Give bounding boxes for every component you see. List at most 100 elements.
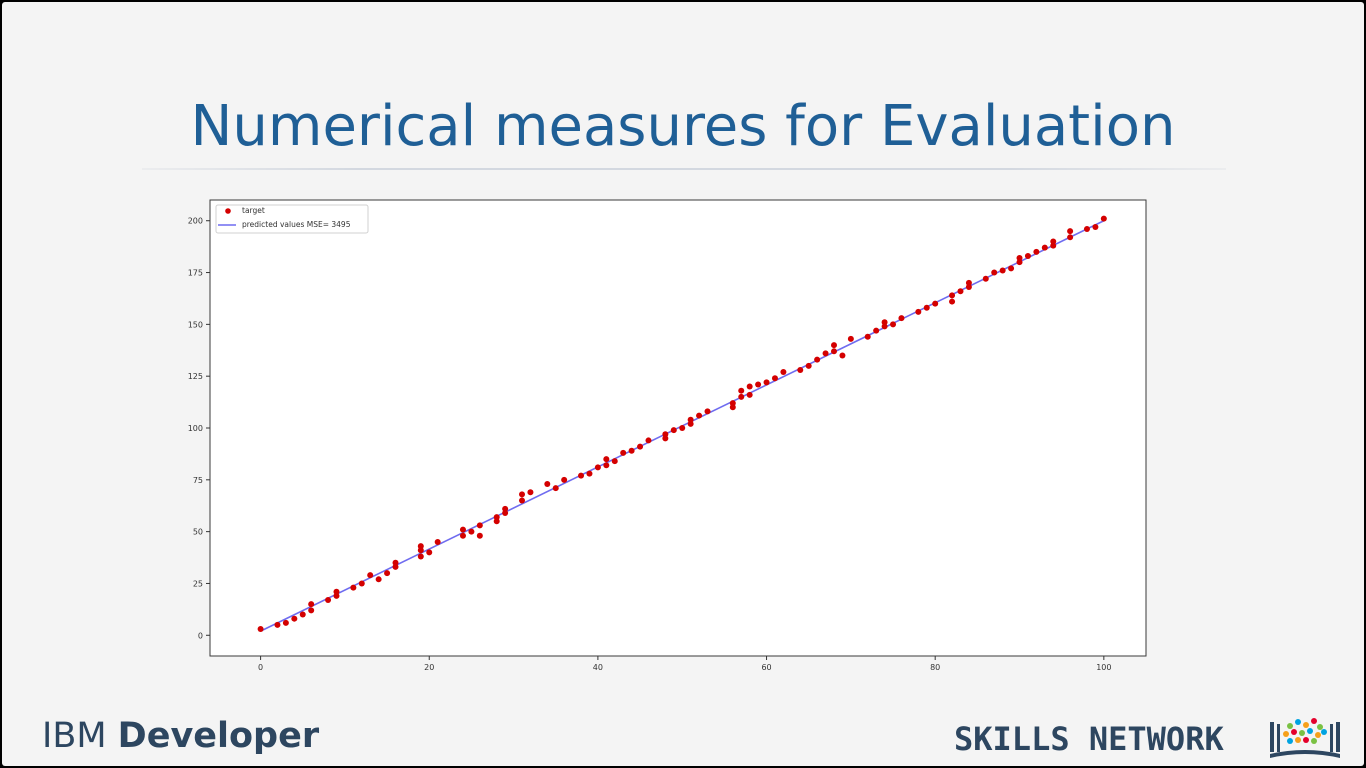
target-point (687, 420, 694, 427)
target-point (746, 383, 753, 390)
scatter-chart: 0 25 50 75 100 125 150 175 200 0 20 40 60 80 100 targ… (188, 199, 1147, 672)
target-point (274, 621, 281, 628)
target-point (586, 470, 593, 477)
ibm-logo-text: IBM (42, 716, 118, 756)
legend-target-marker (225, 208, 231, 214)
target-point (949, 298, 956, 305)
x-tick-label: 100 (1096, 663, 1111, 672)
target-point (923, 304, 930, 311)
target-point (763, 379, 770, 386)
target-point (578, 472, 585, 479)
target-point (325, 597, 332, 604)
y-tick-label: 0 (198, 631, 203, 640)
target-point (544, 480, 551, 487)
target-point (1050, 242, 1057, 249)
y-tick-label: 100 (188, 424, 203, 433)
target-point (932, 300, 939, 307)
x-tick-label: 0 (258, 663, 263, 672)
target-point (982, 275, 989, 282)
skills-network-logo: SKILLS NETWORK (954, 720, 1224, 758)
target-point (502, 509, 509, 516)
target-point (814, 356, 821, 363)
target-point (519, 497, 525, 504)
target-point (729, 400, 736, 407)
target-point (670, 427, 677, 434)
target-point (257, 626, 264, 633)
target-point (1016, 255, 1023, 262)
target-point (999, 267, 1006, 274)
target-point (493, 518, 500, 525)
target-point (552, 485, 559, 492)
target-point (375, 576, 382, 583)
target-point (965, 279, 972, 286)
books-icon (1270, 718, 1340, 758)
target-point (1016, 259, 1023, 266)
target-point (704, 408, 711, 415)
legend-predicted-label: predicted values MSE= 3495 (242, 220, 351, 229)
target-point (1100, 215, 1107, 222)
target-point (771, 375, 778, 382)
y-tick-label: 150 (188, 320, 203, 329)
target-point (392, 559, 399, 566)
target-point (687, 416, 694, 423)
target-point (822, 350, 829, 357)
target-point (915, 308, 922, 315)
target-point (392, 563, 399, 570)
target-point (519, 491, 525, 498)
target-point (1083, 226, 1090, 233)
target-point (1024, 252, 1031, 259)
target-point (780, 369, 787, 376)
target-point (417, 547, 424, 554)
x-tick-label: 60 (761, 663, 771, 672)
target-point (417, 553, 424, 560)
target-point (1033, 248, 1040, 255)
target-point (1092, 223, 1099, 230)
target-point (738, 387, 745, 394)
chart-legend: target predicted values MSE= 3495 (215, 204, 369, 234)
target-point (679, 425, 686, 431)
target-point (468, 528, 475, 535)
target-point (738, 393, 745, 400)
slide-title: Numerical measures for Evaluation (190, 94, 1176, 159)
target-point (755, 381, 762, 388)
target-point (417, 543, 424, 550)
target-point (881, 319, 888, 326)
target-point (527, 489, 534, 496)
target-point (333, 588, 340, 595)
target-point (459, 526, 466, 533)
target-point (645, 437, 652, 444)
target-point (350, 584, 357, 591)
target-point (628, 447, 635, 454)
target-point (299, 611, 306, 618)
target-point (282, 619, 289, 626)
ibm-developer-logo: IBM Developer (42, 716, 319, 756)
target-point (839, 352, 846, 359)
target-point (367, 572, 374, 579)
developer-logo-text: Developer (117, 716, 320, 756)
target-point (561, 476, 568, 483)
target-point (805, 362, 812, 369)
target-point (696, 412, 703, 419)
target-point (459, 532, 466, 539)
target-point (476, 532, 483, 539)
target-point (308, 601, 315, 608)
target-point (603, 462, 610, 469)
target-point (898, 315, 905, 322)
target-point (476, 522, 483, 529)
title-divider (142, 168, 1226, 170)
target-point (831, 348, 837, 355)
target-point (746, 391, 753, 398)
target-point (594, 464, 601, 471)
target-point (957, 288, 964, 295)
target-point (1067, 234, 1074, 241)
target-point (965, 284, 972, 291)
target-point (847, 335, 854, 342)
target-point (797, 366, 804, 373)
target-point (991, 269, 998, 276)
target-point (603, 456, 610, 463)
target-point (333, 592, 340, 599)
target-point (831, 342, 837, 349)
target-point (637, 443, 644, 450)
target-point (434, 539, 441, 545)
